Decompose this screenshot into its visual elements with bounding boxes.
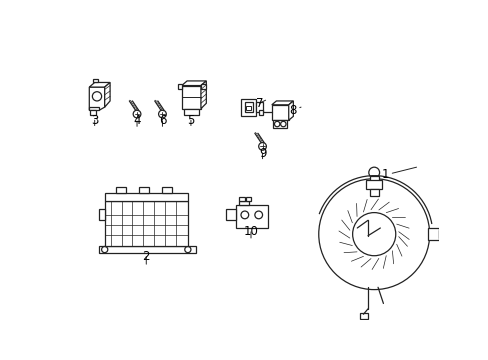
Polygon shape: [104, 201, 187, 246]
Polygon shape: [201, 84, 205, 89]
Bar: [259, 110, 263, 115]
Polygon shape: [89, 87, 104, 110]
Bar: [369, 189, 378, 195]
Text: 8: 8: [289, 104, 301, 117]
Text: 1: 1: [381, 167, 416, 181]
Polygon shape: [104, 82, 110, 107]
Polygon shape: [90, 110, 96, 115]
Text: 5: 5: [187, 114, 194, 127]
Text: 7: 7: [255, 97, 265, 110]
Polygon shape: [239, 197, 244, 201]
Text: 2: 2: [142, 250, 150, 264]
Polygon shape: [178, 84, 182, 89]
Polygon shape: [104, 193, 187, 201]
Bar: [256, 102, 262, 112]
Polygon shape: [246, 197, 250, 201]
Polygon shape: [201, 81, 206, 109]
Polygon shape: [273, 120, 286, 128]
Polygon shape: [116, 187, 126, 193]
Bar: [241, 99, 256, 116]
Polygon shape: [235, 205, 267, 228]
Bar: [366, 180, 381, 189]
Bar: [427, 228, 438, 240]
Polygon shape: [89, 82, 110, 87]
Text: 3: 3: [91, 114, 98, 127]
Polygon shape: [288, 101, 293, 120]
Bar: [369, 176, 378, 183]
Bar: [360, 313, 367, 319]
Polygon shape: [182, 81, 206, 86]
Polygon shape: [239, 201, 249, 205]
Text: 10: 10: [243, 225, 258, 238]
Bar: [246, 105, 250, 110]
Polygon shape: [183, 109, 198, 115]
Polygon shape: [99, 246, 195, 253]
Polygon shape: [99, 209, 104, 220]
Text: 4: 4: [133, 114, 141, 127]
Polygon shape: [226, 209, 235, 220]
Text: 9: 9: [258, 147, 266, 160]
Polygon shape: [271, 105, 288, 120]
Polygon shape: [162, 187, 172, 193]
Bar: [244, 103, 252, 112]
Polygon shape: [271, 101, 293, 105]
Polygon shape: [93, 80, 98, 82]
Bar: [438, 230, 444, 238]
Text: 6: 6: [159, 114, 166, 127]
Polygon shape: [182, 86, 201, 109]
Polygon shape: [139, 187, 149, 193]
Polygon shape: [89, 107, 99, 110]
